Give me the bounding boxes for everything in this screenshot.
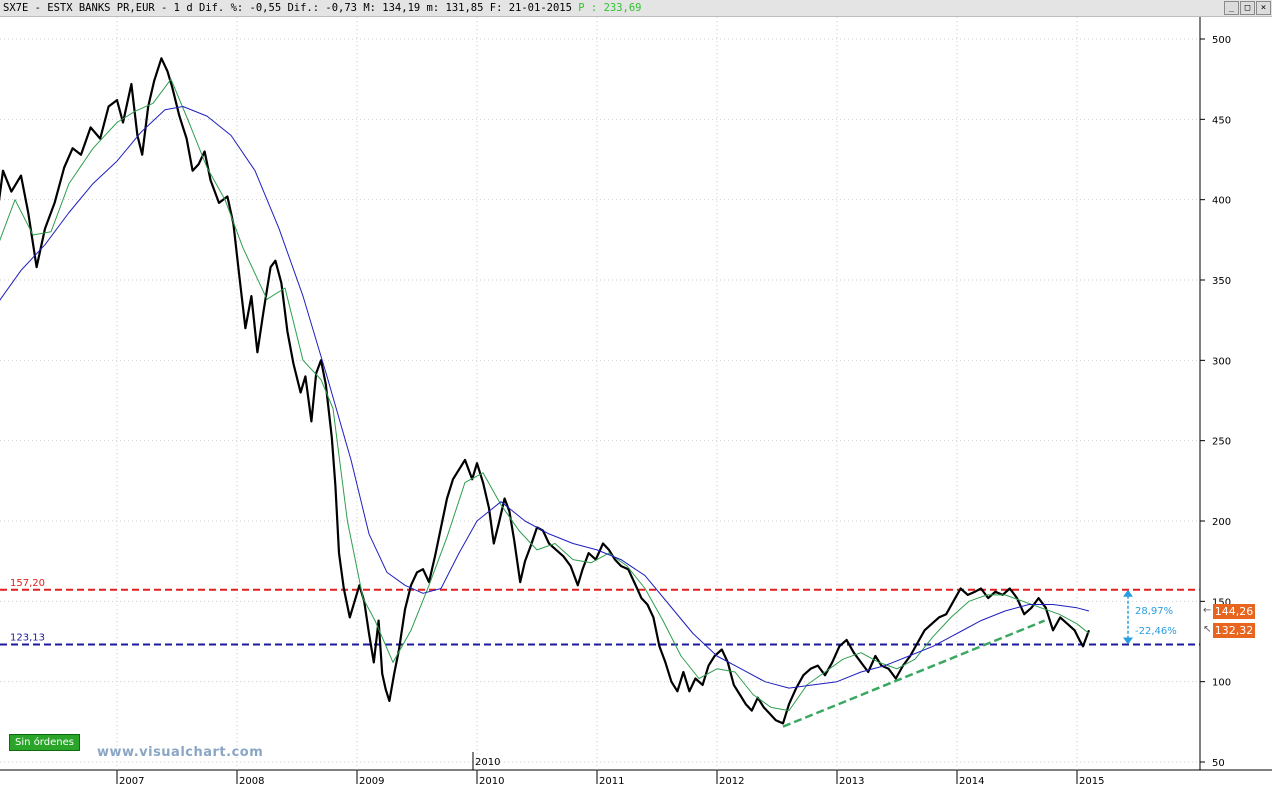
series-price [0,57,1091,725]
series-ma_short [0,78,1090,712]
y-tick-label: 150 [1212,597,1231,608]
price-tag-upper: 144,26 [1213,604,1255,619]
header-text: SX7E - ESTX BANKS PR,EUR - 1 d Dif. %: -… [3,2,572,14]
hline-label-resistance: 157,20 [10,578,45,589]
measure-arrow-down-icon [1123,637,1133,645]
x-tick-label: 2012 [719,776,744,787]
y-tick-label: 200 [1212,517,1231,528]
x-tick-label: 2014 [959,776,984,787]
series-ma_long [0,106,1090,689]
x-tick-label: 2008 [239,776,264,787]
x-tick-label: 2010 [479,776,504,787]
x-tick-label: 2009 [359,776,384,787]
x-tick-label: 2015 [1079,776,1104,787]
minimize-button[interactable]: _ [1224,1,1239,15]
y-tick-label: 100 [1212,678,1231,689]
hline-label-support: 123,13 [10,633,45,644]
measure-label-down: -22,46% [1135,626,1177,637]
upper-tag-arrow-icon: ← [1203,605,1212,616]
lower-tag-arrow-icon: ↖ [1203,624,1212,635]
y-tick-label: 400 [1212,196,1231,207]
price-tag-lower: 132,32 [1213,623,1255,638]
orders-badge[interactable]: Sin órdenes [9,734,80,751]
header-p-value: P : 233,69 [578,2,642,14]
y-tick-label: 50 [1212,758,1225,769]
measure-label-up: 28,97% [1135,606,1173,617]
trendline [782,619,1046,728]
chart-header: SX7E - ESTX BANKS PR,EUR - 1 d Dif. %: -… [0,0,1272,17]
close-button[interactable]: × [1256,1,1271,15]
x-tick-label: 2007 [119,776,144,787]
watermark: www.visualchart.com [97,745,264,760]
y-tick-label: 450 [1212,115,1231,126]
x-tick-label: 2011 [599,776,624,787]
x-extra-label: 2010 [475,757,500,768]
header-info: SX7E - ESTX BANKS PR,EUR - 1 d Dif. %: -… [3,0,642,16]
maximize-button[interactable]: □ [1240,1,1255,15]
x-tick-label: 2013 [839,776,864,787]
measure-arrow-up-icon [1123,589,1133,597]
y-axis-panel [1200,17,1272,770]
y-tick-label: 300 [1212,356,1231,367]
y-tick-label: 500 [1212,35,1231,46]
y-tick-label: 350 [1212,276,1231,287]
y-tick-label: 250 [1212,437,1231,448]
